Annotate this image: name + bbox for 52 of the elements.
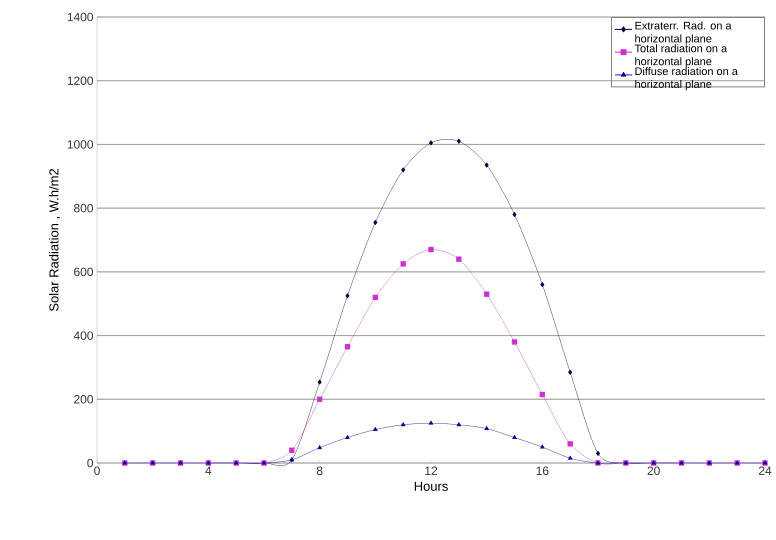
point — [318, 379, 322, 385]
point — [456, 138, 461, 144]
point — [401, 167, 406, 173]
x-axis-title: Hours — [414, 482, 448, 491]
point — [540, 282, 544, 288]
y-tick-label: 1200 — [68, 76, 94, 85]
y-axis-title: Solar Radiation , W.h/m2 — [48, 169, 60, 312]
point — [484, 426, 490, 430]
y-tick-label: 800 — [74, 204, 94, 212]
legend-label: Total radiation on a horizontal plane — [634, 44, 728, 68]
point — [456, 422, 462, 426]
point — [316, 396, 322, 402]
point — [317, 445, 322, 450]
point — [345, 434, 350, 439]
legend-label: Diffuse radiation on a horizontal plane — [635, 67, 738, 90]
legend-label: Extraterr. Rad. on a horizontal plane — [635, 21, 732, 45]
point — [400, 422, 406, 426]
y-tick-label: 600 — [74, 268, 94, 276]
x-tick-label: 0 — [94, 466, 100, 475]
point — [372, 426, 378, 431]
x-tick-label: 20 — [648, 466, 660, 475]
point — [484, 162, 489, 168]
y-tick-label: 1000 — [68, 140, 94, 149]
point — [540, 444, 545, 449]
point — [428, 420, 434, 425]
y-tick-label: 200 — [74, 395, 94, 404]
point — [512, 434, 517, 439]
point — [373, 220, 378, 226]
x-tick-label: 4 — [205, 466, 212, 475]
point — [345, 293, 350, 298]
y-tick-label: 1400 — [68, 12, 94, 22]
x-tick-label: 12 — [425, 466, 438, 475]
point — [456, 256, 462, 262]
point — [567, 441, 573, 447]
point — [596, 450, 600, 456]
point — [568, 370, 572, 375]
point — [512, 212, 517, 218]
y-tick-label: 400 — [74, 331, 94, 340]
point — [400, 261, 406, 267]
point — [428, 140, 434, 146]
point — [512, 339, 518, 345]
point — [372, 294, 378, 300]
point — [344, 344, 350, 350]
point — [289, 448, 295, 453]
y-tick-label: 0 — [87, 458, 94, 468]
point — [428, 246, 434, 252]
x-tick-label: 8 — [316, 466, 322, 475]
x-tick-label: 24 — [758, 466, 772, 475]
point — [568, 456, 573, 460]
point — [540, 392, 546, 398]
x-tick-label: 16 — [536, 466, 548, 475]
point — [484, 291, 490, 297]
